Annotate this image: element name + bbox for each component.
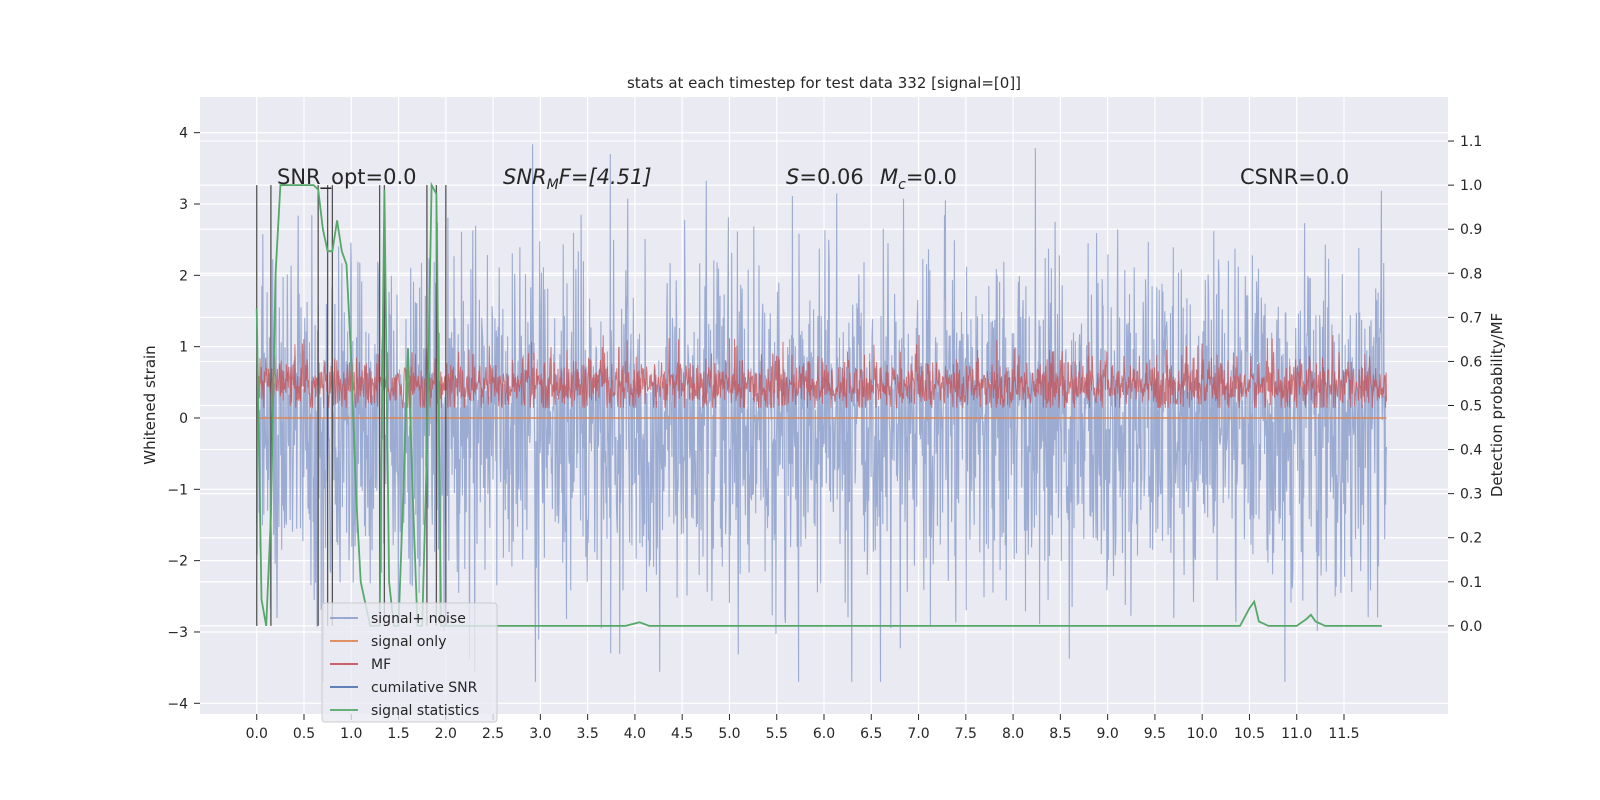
x-tick-label: 6.0 (813, 726, 835, 742)
y-tick-label: 0 (179, 411, 188, 427)
annotation-csnr: CSNR=0.0 (1240, 165, 1349, 189)
legend: signal+ noise signal only MF cumilative … (321, 602, 498, 723)
x-tick-label: 1.0 (340, 726, 362, 742)
x-tick-label: 7.0 (907, 726, 929, 742)
mc-subscript: c (898, 177, 906, 193)
snr-mf-symbol: SNR (503, 165, 547, 189)
x-tick-label: 2.0 (435, 726, 457, 742)
legend-box (321, 602, 498, 723)
snr-mf-subscript: M (547, 177, 559, 193)
x-tick-label: 5.0 (718, 726, 740, 742)
data-layer (255, 144, 1388, 682)
x-tick-label: 0.5 (293, 726, 315, 742)
x-tick-label: 10.5 (1234, 726, 1265, 742)
mc-value: =0.0 (906, 165, 957, 189)
annotation-mc: Mc=0.0 (880, 165, 957, 193)
y2-tick-label: 0.6 (1460, 354, 1482, 370)
s-value: =0.06 (799, 165, 863, 189)
annotation-snr-mf: SNRMF=[4.51] (503, 165, 652, 193)
legend-label-mf: MF (371, 657, 391, 673)
y-tick-label: −1 (167, 482, 188, 498)
y-tick-label: 1 (179, 340, 188, 356)
x-tick-label: 8.5 (1049, 726, 1071, 742)
y2-tick-label: 1.1 (1460, 134, 1482, 150)
y-tick-label: −4 (167, 696, 188, 712)
y2-tick-label: 0.8 (1460, 266, 1482, 282)
y2-tick-label: 0.0 (1460, 619, 1482, 635)
x-tick-label: 9.5 (1144, 726, 1166, 742)
chart-title: stats at each timestep for test data 332… (627, 74, 1021, 92)
y2-tick-label: 1.0 (1460, 178, 1482, 194)
y2-tick-label: 0.5 (1460, 399, 1482, 415)
x-tick-label: 0.0 (246, 726, 268, 742)
y-axis-label: Whitened strain (141, 345, 159, 464)
y2-tick-label: 0.3 (1460, 487, 1482, 503)
annotation-s: S=0.06 (786, 165, 864, 189)
s-symbol: S (786, 165, 799, 189)
y2-axis-ticks: 1.1 1.0 0.9 0.8 0.7 0.6 0.5 0.4 0.3 0.2 0.1 0.0 (1448, 134, 1482, 635)
y-tick-label: −2 (167, 554, 188, 570)
x-tick-label: 4.5 (671, 726, 693, 742)
y2-tick-label: 0.9 (1460, 222, 1482, 238)
x-tick-label: 3.0 (529, 726, 551, 742)
x-axis-ticks: 0.0 0.5 1.0 1.5 2.0 2.5 3.0 3.5 4.0 4.5 5.0 5.5 6.0 6… (246, 714, 1360, 742)
y-tick-label: 2 (179, 268, 188, 284)
y2-tick-label: 0.4 (1460, 443, 1482, 459)
x-tick-label: 9.0 (1097, 726, 1119, 742)
y2-axis-label: Detection probability/MF (1488, 313, 1506, 497)
legend-label-stats: signal statistics (371, 703, 479, 719)
annotation-snr-opt: SNR_opt=0.0 (277, 165, 417, 190)
legend-label-signal: signal only (371, 634, 446, 650)
snr-mf-value: F=[4.51] (559, 165, 652, 189)
y-tick-label: −3 (167, 625, 188, 641)
x-tick-label: 6.5 (860, 726, 882, 742)
y2-tick-label: 0.2 (1460, 531, 1482, 547)
x-tick-label: 11.0 (1281, 726, 1312, 742)
legend-label-noise: signal+ noise (371, 611, 466, 627)
x-tick-label: 10.0 (1187, 726, 1218, 742)
y-axis-ticks: 4 3 2 1 0 −1 −2 −3 −4 (167, 126, 200, 712)
x-tick-label: 4.0 (624, 726, 646, 742)
x-tick-label: 2.5 (482, 726, 504, 742)
legend-label-cumulative: cumilative SNR (371, 680, 478, 696)
x-tick-label: 1.5 (387, 726, 409, 742)
series-mf-line (256, 334, 1387, 409)
x-tick-label: 3.5 (577, 726, 599, 742)
x-tick-label: 7.5 (955, 726, 977, 742)
y-tick-label: 3 (179, 197, 188, 213)
mc-symbol: M (880, 165, 898, 189)
y2-tick-label: 0.7 (1460, 310, 1482, 326)
series-signal-statistics-line (255, 181, 1382, 627)
x-tick-label: 5.5 (766, 726, 788, 742)
x-tick-label: 11.5 (1328, 726, 1359, 742)
x-tick-label: 8.0 (1002, 726, 1024, 742)
y-tick-label: 4 (179, 126, 188, 142)
y2-tick-label: 0.1 (1460, 575, 1482, 591)
